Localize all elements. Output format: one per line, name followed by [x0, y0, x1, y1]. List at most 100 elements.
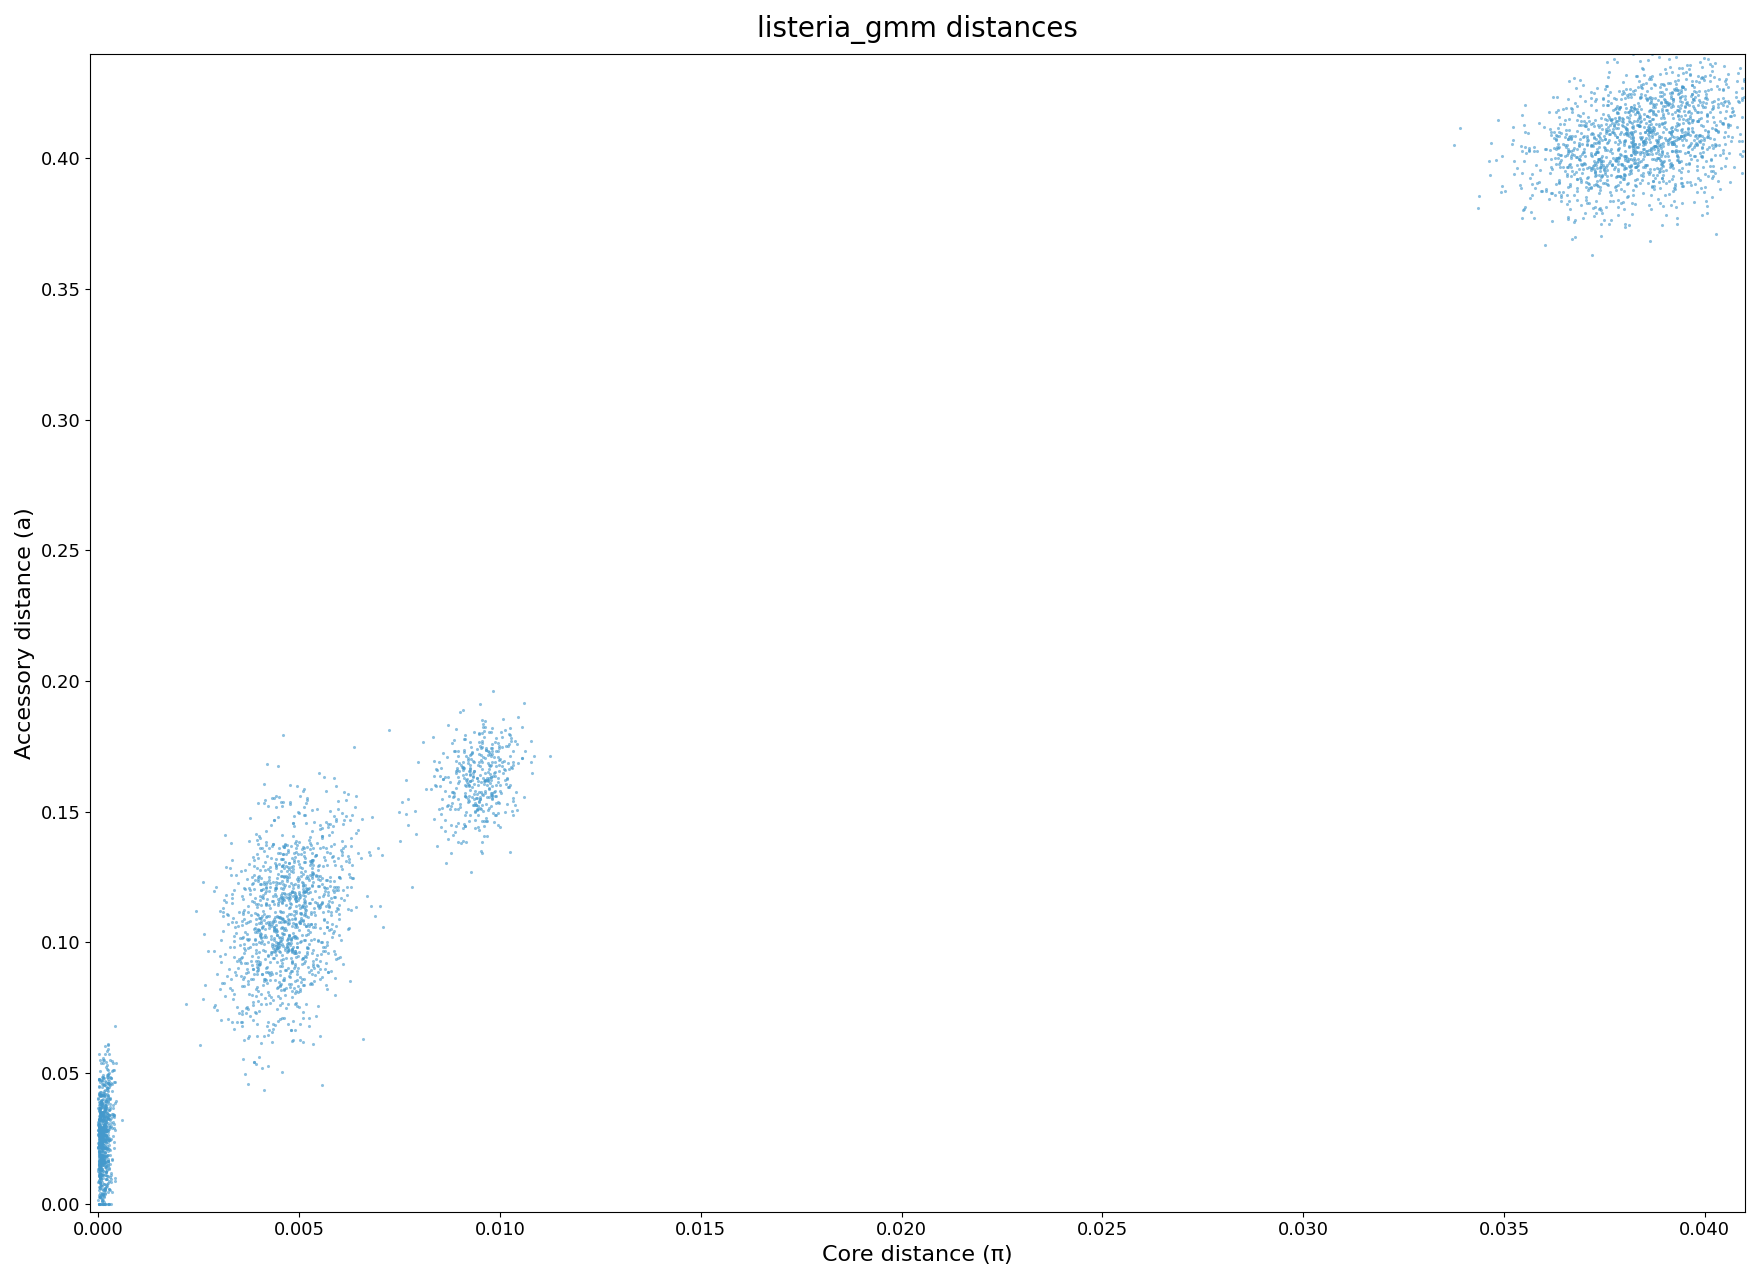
Point	[329, 890, 357, 910]
Point	[92, 1044, 120, 1065]
Point	[1556, 177, 1584, 197]
Point	[468, 722, 496, 742]
Point	[1542, 154, 1570, 174]
Point	[1693, 124, 1721, 145]
Point	[454, 753, 482, 773]
Point	[451, 805, 479, 826]
Point	[315, 893, 343, 914]
Point	[1621, 137, 1649, 157]
Point	[1646, 47, 1674, 68]
Point	[1718, 131, 1746, 151]
Point	[1617, 84, 1646, 105]
Point	[84, 1146, 113, 1166]
Point	[88, 1193, 116, 1213]
Point	[283, 803, 312, 823]
Point	[93, 1078, 121, 1098]
Point	[313, 814, 341, 835]
Point	[449, 818, 477, 838]
Point	[1690, 157, 1718, 178]
Point	[86, 1170, 114, 1190]
Point	[1630, 64, 1658, 84]
Point	[1698, 161, 1727, 182]
Point	[92, 1157, 120, 1178]
Point	[292, 916, 320, 937]
Point	[280, 905, 308, 925]
Point	[440, 786, 468, 806]
Point	[454, 776, 482, 796]
Point	[1705, 102, 1734, 123]
Point	[459, 765, 488, 786]
Point	[1693, 87, 1721, 108]
Point	[93, 1069, 121, 1089]
Point	[477, 785, 505, 805]
Point	[1656, 128, 1684, 148]
Point	[496, 728, 524, 749]
Point	[84, 1132, 113, 1152]
Point	[1572, 187, 1600, 207]
Point	[95, 1158, 123, 1179]
Point	[90, 1107, 118, 1128]
Point	[1591, 78, 1619, 99]
Point	[92, 1121, 120, 1142]
Point	[95, 1179, 123, 1199]
Point	[1711, 70, 1739, 91]
Point	[1640, 97, 1668, 118]
Point	[1646, 82, 1674, 102]
Point	[276, 792, 304, 813]
Point	[1616, 160, 1644, 180]
Point	[86, 1165, 114, 1185]
Point	[310, 877, 338, 897]
Point	[232, 929, 260, 950]
Point	[466, 772, 495, 792]
Point	[1547, 145, 1575, 165]
Point	[278, 929, 306, 950]
Point	[1658, 118, 1686, 138]
Point	[454, 792, 482, 813]
Point	[1697, 150, 1725, 170]
Point	[1667, 127, 1695, 147]
Point	[1684, 67, 1712, 87]
Point	[1660, 127, 1688, 147]
Point	[1639, 65, 1667, 86]
Point	[1602, 150, 1630, 170]
Point	[283, 964, 312, 984]
Point	[266, 977, 294, 997]
Point	[213, 966, 241, 987]
Point	[90, 1148, 118, 1169]
Point	[1688, 145, 1716, 165]
Point	[495, 736, 523, 756]
Point	[1591, 173, 1619, 193]
Point	[1630, 59, 1658, 79]
Point	[1623, 65, 1651, 86]
Point	[324, 790, 352, 810]
Point	[86, 1151, 114, 1171]
Point	[90, 1071, 118, 1092]
Point	[1660, 141, 1688, 161]
Point	[1735, 19, 1760, 40]
Point	[1683, 134, 1711, 155]
Point	[292, 813, 320, 833]
Point	[275, 957, 303, 978]
Point	[1524, 141, 1552, 161]
Point	[257, 925, 285, 946]
Point	[92, 1161, 120, 1181]
Point	[86, 1121, 114, 1142]
Point	[92, 1112, 120, 1133]
Point	[88, 1130, 116, 1151]
Point	[1603, 165, 1632, 186]
Point	[454, 774, 482, 795]
Point	[1654, 95, 1683, 115]
Point	[1679, 131, 1707, 151]
Point	[1654, 122, 1683, 142]
Point	[92, 1156, 120, 1176]
Point	[86, 1108, 114, 1129]
Point	[84, 1143, 113, 1164]
Point	[289, 947, 317, 968]
Point	[241, 824, 269, 845]
Point	[88, 1105, 116, 1125]
Point	[459, 767, 488, 787]
Point	[260, 908, 289, 928]
Point	[1586, 170, 1614, 191]
Point	[90, 1137, 118, 1157]
Point	[92, 1119, 120, 1139]
